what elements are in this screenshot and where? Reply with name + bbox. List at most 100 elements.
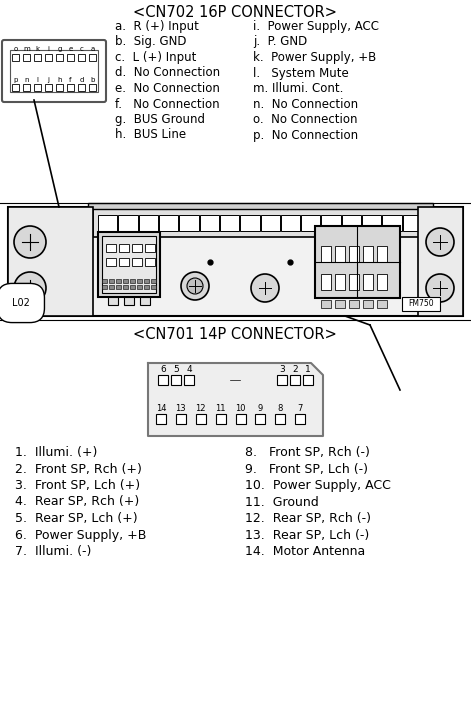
Text: 6: 6 (160, 365, 166, 374)
Circle shape (14, 272, 46, 304)
Bar (67, 84, 74, 91)
Bar (34, 84, 41, 91)
Bar (116, 285, 121, 289)
Bar (45, 54, 52, 61)
Text: 4: 4 (186, 365, 192, 374)
Bar (144, 279, 149, 283)
Bar (335, 274, 345, 290)
Text: 8.   Front SP, Rch (-): 8. Front SP, Rch (-) (245, 446, 370, 459)
Bar (106, 244, 116, 252)
Bar (137, 285, 142, 289)
Bar (145, 244, 155, 252)
Bar (8, 207, 463, 316)
Bar (200, 215, 219, 231)
Bar (93, 209, 428, 237)
Bar (140, 297, 150, 305)
Text: 2.  Front SP, Rch (+): 2. Front SP, Rch (+) (15, 462, 142, 476)
Bar (89, 84, 96, 91)
Text: 13.  Rear SP, Lch (-): 13. Rear SP, Lch (-) (245, 528, 369, 542)
Text: m: m (23, 46, 30, 52)
Bar (315, 226, 400, 298)
Text: 6.  Power Supply, +B: 6. Power Supply, +B (15, 528, 146, 542)
Bar (377, 246, 387, 262)
Bar (137, 279, 142, 283)
Text: l.   System Mute: l. System Mute (253, 67, 349, 79)
Text: n: n (24, 77, 29, 83)
Bar (196, 414, 206, 424)
Bar (88, 203, 433, 209)
Bar (184, 375, 194, 385)
FancyBboxPatch shape (2, 40, 106, 102)
Circle shape (426, 274, 454, 302)
Bar (349, 300, 359, 308)
Text: 9: 9 (258, 404, 263, 413)
Bar (145, 258, 155, 266)
Bar (108, 297, 118, 305)
Text: k: k (35, 46, 40, 52)
Bar (295, 414, 305, 424)
Text: a.  R (+) Input: a. R (+) Input (115, 20, 199, 33)
Text: i: i (48, 46, 49, 52)
Bar (98, 215, 117, 231)
Text: d.  No Connection: d. No Connection (115, 67, 220, 79)
Text: <CN701 14P CONNECTOR>: <CN701 14P CONNECTOR> (133, 327, 337, 342)
Text: 7.  Illumi. (-): 7. Illumi. (-) (15, 545, 91, 558)
Bar (102, 285, 107, 289)
Bar (260, 215, 280, 231)
Bar (109, 279, 114, 283)
Bar (255, 414, 265, 424)
Text: 7: 7 (298, 404, 303, 413)
Bar (277, 375, 287, 385)
Bar (102, 236, 156, 293)
Bar (342, 215, 361, 231)
Bar (67, 54, 74, 61)
Text: 14.  Motor Antenna: 14. Motor Antenna (245, 545, 365, 558)
Bar (23, 84, 30, 91)
Circle shape (181, 272, 209, 300)
Text: k.  Power Supply, +B: k. Power Supply, +B (253, 51, 376, 64)
Text: c: c (80, 46, 83, 52)
Bar (363, 246, 373, 262)
Bar (321, 215, 341, 231)
Circle shape (14, 226, 46, 258)
Text: b: b (90, 77, 95, 83)
Text: 12: 12 (195, 404, 206, 413)
Circle shape (187, 278, 203, 294)
Text: 1.  Illumi. (+): 1. Illumi. (+) (15, 446, 97, 459)
Text: 10.  Power Supply, ACC: 10. Power Supply, ACC (245, 479, 391, 492)
Text: g.  BUS Ground: g. BUS Ground (115, 113, 205, 126)
Bar (56, 84, 63, 91)
Text: p: p (13, 77, 18, 83)
Bar (335, 300, 345, 308)
Bar (118, 215, 138, 231)
Text: f: f (69, 77, 72, 83)
Bar (151, 285, 156, 289)
Bar (240, 215, 260, 231)
Bar (363, 300, 373, 308)
Text: 12.  Rear SP, Rch (-): 12. Rear SP, Rch (-) (245, 512, 371, 525)
Text: FM750: FM750 (408, 299, 434, 309)
Bar (144, 285, 149, 289)
Text: e: e (68, 46, 73, 52)
Bar (130, 285, 135, 289)
Bar (34, 54, 41, 61)
Text: 1: 1 (305, 365, 311, 374)
Bar (102, 279, 107, 283)
Bar (179, 215, 199, 231)
Bar (119, 244, 129, 252)
Bar (151, 279, 156, 283)
Text: d: d (79, 77, 84, 83)
Bar (10, 50, 98, 92)
Bar (158, 375, 168, 385)
Bar (171, 375, 181, 385)
Circle shape (251, 274, 279, 302)
Bar (349, 246, 359, 262)
Bar (290, 375, 300, 385)
Bar (12, 54, 19, 61)
Bar (301, 215, 320, 231)
Text: o.  No Connection: o. No Connection (253, 113, 357, 126)
Text: g: g (57, 46, 62, 52)
Text: c.  L (+) Input: c. L (+) Input (115, 51, 196, 64)
Bar (123, 285, 128, 289)
Text: 9.   Front SP, Lch (-): 9. Front SP, Lch (-) (245, 462, 368, 476)
